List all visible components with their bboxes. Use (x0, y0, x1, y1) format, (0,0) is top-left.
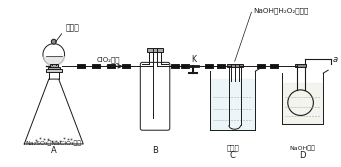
Text: NaOH溶液: NaOH溶液 (290, 145, 315, 151)
Circle shape (51, 39, 56, 44)
Bar (50, 64, 58, 67)
Text: NaOH和H₂O₂混合液: NaOH和H₂O₂混合液 (253, 7, 309, 14)
Bar (46, 69, 62, 72)
Bar (227, 64, 242, 67)
Text: ClO₂气体: ClO₂气体 (97, 57, 121, 63)
Text: K: K (191, 55, 196, 64)
Bar (295, 64, 307, 67)
Text: B: B (152, 146, 158, 155)
Text: D: D (299, 151, 306, 160)
Text: 浓硫酸: 浓硫酸 (65, 23, 79, 32)
Bar (147, 48, 163, 52)
Text: C: C (230, 151, 236, 160)
Text: Na₂SO₃和NaClO₃固体: Na₂SO₃和NaClO₃固体 (26, 140, 82, 146)
Text: a: a (333, 55, 338, 64)
Text: 冰水浴: 冰水浴 (226, 145, 239, 151)
Bar (48, 67, 60, 69)
Text: A: A (51, 146, 57, 155)
